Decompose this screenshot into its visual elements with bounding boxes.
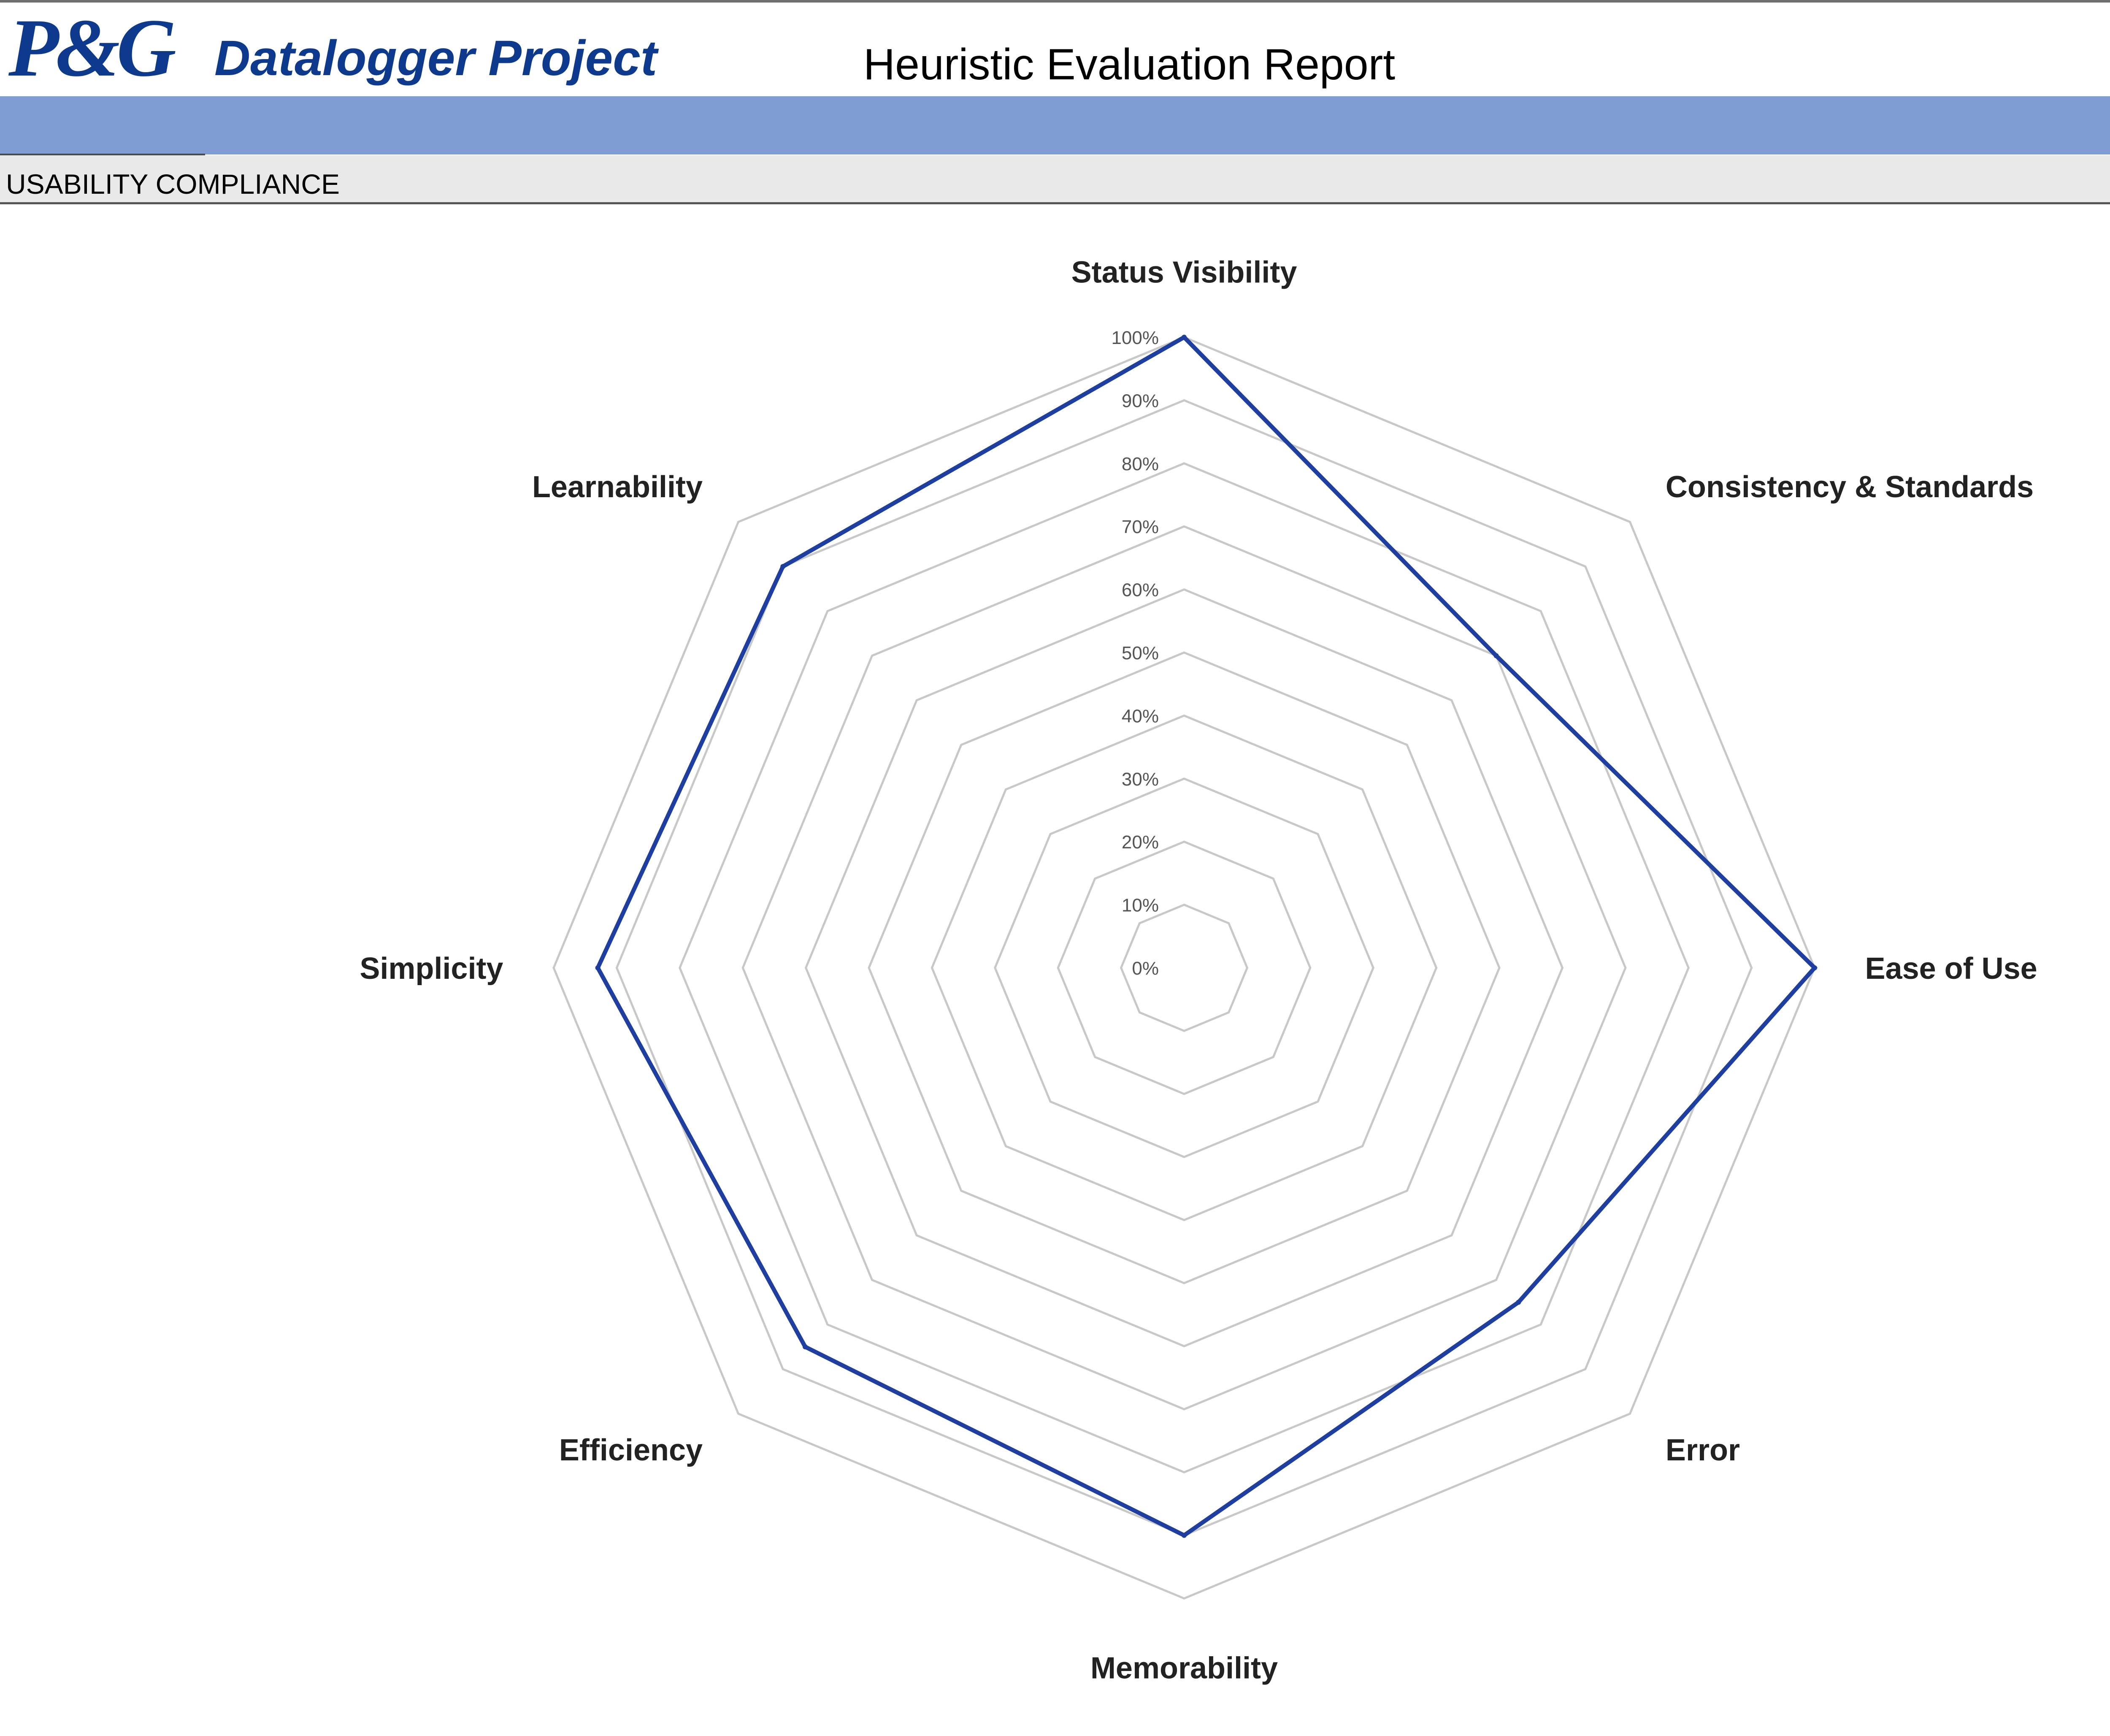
radial-tick-labels: 0% 10% 20% 30% 40% 50% 60% 70% 80% 90% 100% bbox=[1111, 328, 1159, 979]
grid-ring-2 bbox=[1057, 840, 1312, 1095]
axis-label-learnability: Learnability bbox=[532, 470, 703, 504]
axis-label-memorability: Memorability bbox=[1090, 1652, 1278, 1685]
report-title: Heuristic Evaluation Report bbox=[863, 40, 1396, 89]
axis-labels: Status Visibility Consistency & Standards… bbox=[360, 255, 2037, 1685]
radar-grid bbox=[552, 336, 1816, 1600]
data-point-learnability bbox=[780, 564, 786, 569]
tick-label: 60% bbox=[1122, 580, 1159, 601]
grid-ring-10 bbox=[552, 336, 1816, 1600]
grid-ring-9 bbox=[615, 399, 1753, 1537]
section-bar bbox=[0, 155, 2110, 204]
grid-ring-3 bbox=[994, 777, 1374, 1158]
grid-ring-8 bbox=[679, 462, 1690, 1473]
tick-label: 70% bbox=[1122, 517, 1159, 537]
tick-label: 80% bbox=[1122, 454, 1159, 474]
header-band bbox=[0, 96, 2110, 154]
tick-label: 50% bbox=[1122, 643, 1159, 664]
grid-ring-1 bbox=[1120, 903, 1249, 1032]
axis-label-error: Error bbox=[1666, 1433, 1740, 1467]
data-point-ease-of-use bbox=[1812, 965, 1817, 970]
tick-label: 90% bbox=[1122, 390, 1159, 411]
project-title: Datalogger Project bbox=[214, 30, 657, 86]
radar-series bbox=[595, 334, 1818, 1538]
series-line bbox=[595, 334, 1818, 1538]
tick-label: 0% bbox=[1132, 958, 1159, 979]
band-divider bbox=[0, 154, 205, 155]
section-label: USABILITY COMPLIANCE bbox=[6, 168, 340, 200]
tick-label: 40% bbox=[1122, 706, 1159, 726]
tick-label: 20% bbox=[1122, 832, 1159, 853]
grid-ring-5 bbox=[868, 651, 1501, 1284]
data-point-consistency-standards bbox=[1493, 653, 1499, 658]
pg-logo: P&G bbox=[8, 2, 176, 94]
axis-label-simplicity: Simplicity bbox=[360, 952, 503, 986]
data-point-status-visibility bbox=[1182, 335, 1187, 340]
axis-label-consistency-standards: Consistency & Standards bbox=[1666, 470, 2034, 504]
axis-label-ease-of-use: Ease of Use bbox=[1865, 952, 2037, 986]
data-point-efficiency bbox=[803, 1344, 808, 1349]
grid-ring-6 bbox=[804, 588, 1564, 1348]
data-point-error bbox=[1516, 1300, 1521, 1305]
tick-label: 100% bbox=[1111, 328, 1159, 348]
grid-ring-4 bbox=[931, 714, 1438, 1221]
axis-label-efficiency: Efficiency bbox=[559, 1433, 703, 1467]
data-point-simplicity bbox=[595, 965, 601, 970]
tick-label: 30% bbox=[1122, 769, 1159, 790]
data-point-memorability bbox=[1182, 1533, 1187, 1538]
axis-label-status-visibility: Status Visibility bbox=[1071, 255, 1297, 289]
top-rule bbox=[0, 0, 2110, 3]
grid-ring-7 bbox=[741, 525, 1627, 1411]
tick-label: 10% bbox=[1122, 895, 1159, 916]
